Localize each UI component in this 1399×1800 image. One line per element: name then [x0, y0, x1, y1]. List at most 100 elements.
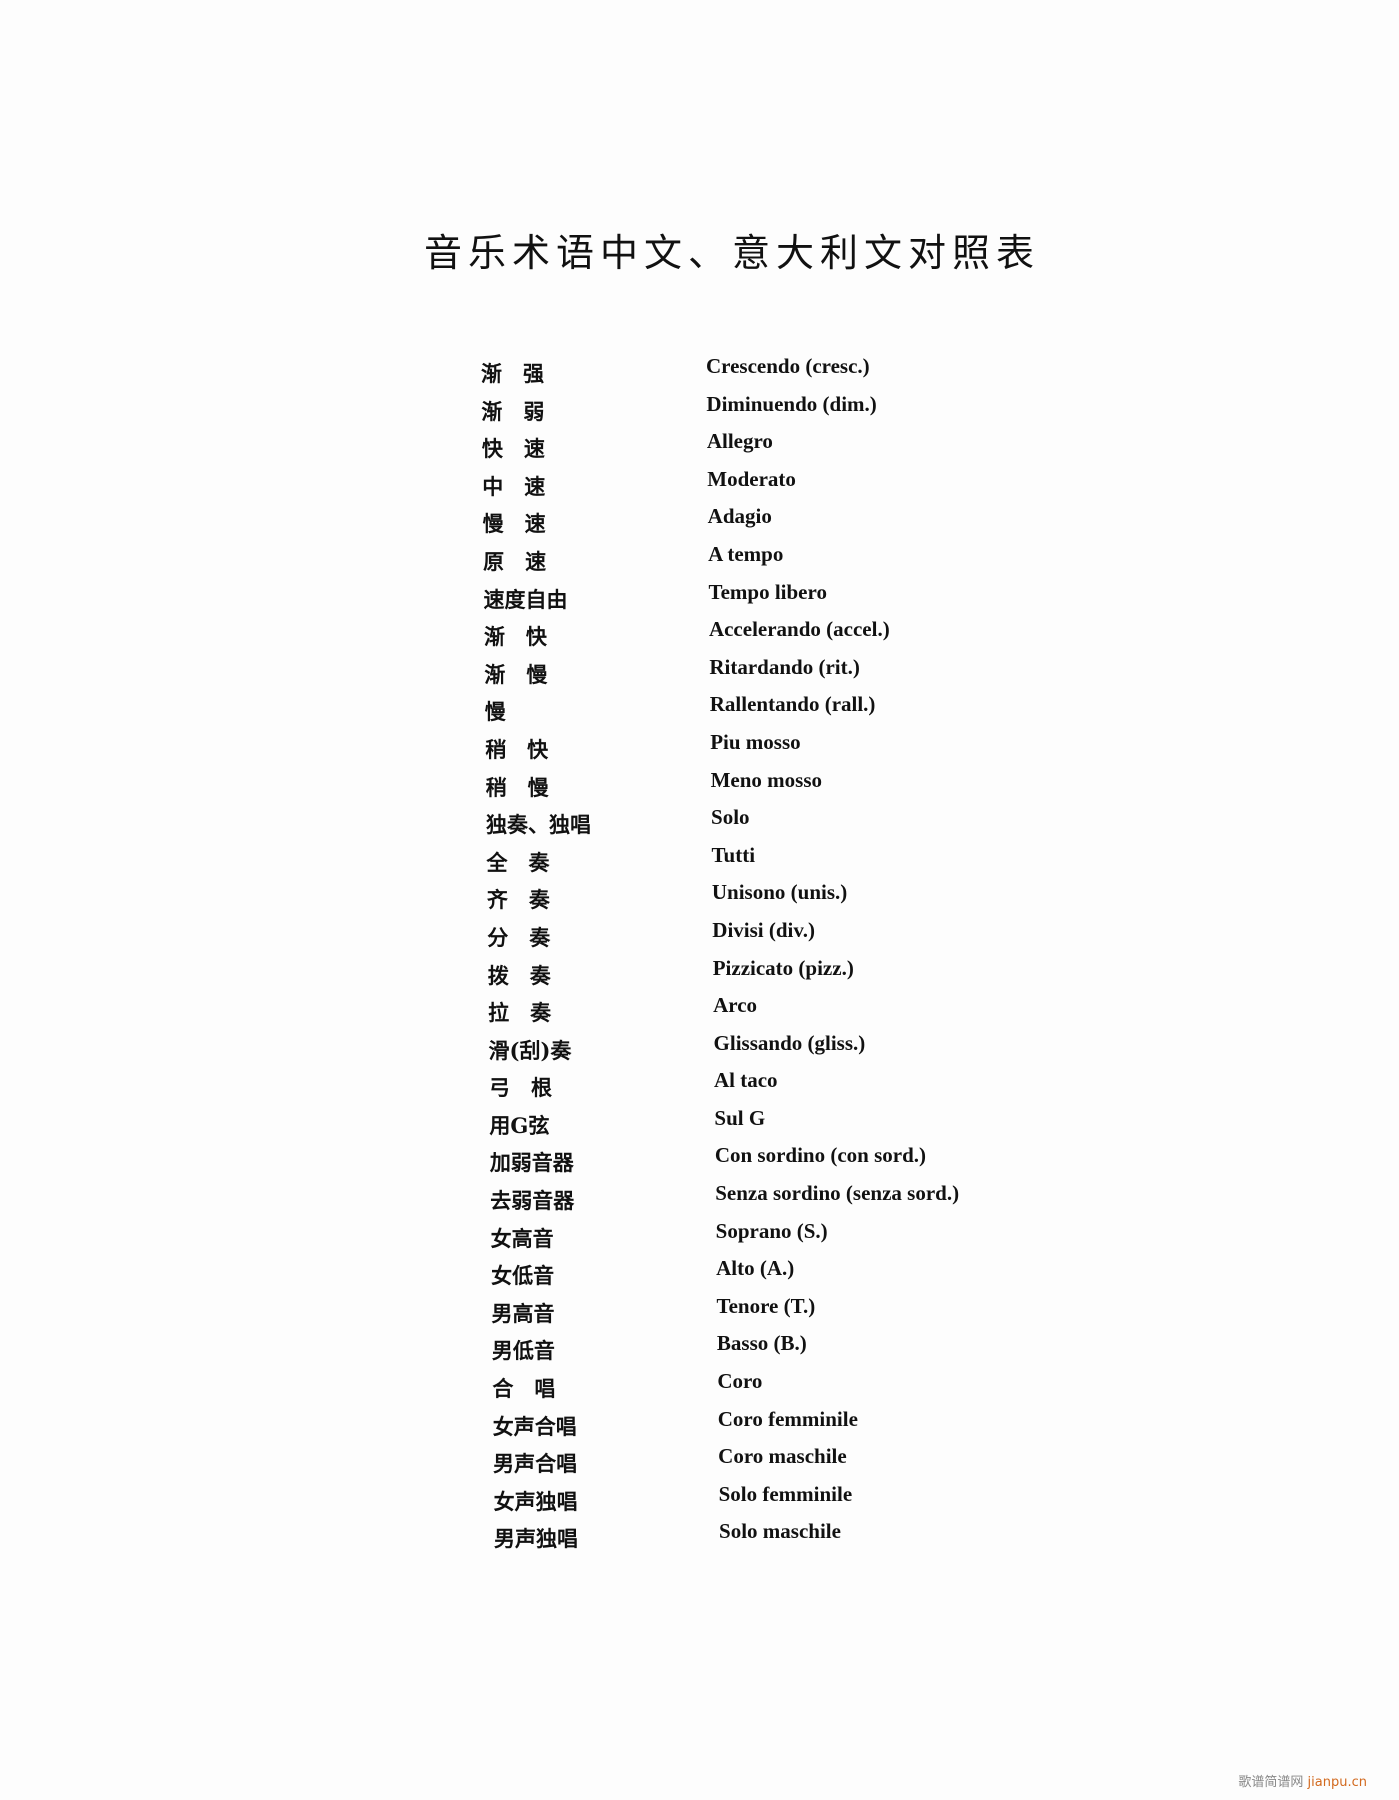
term-row: 男声独唱 Solo maschile [0, 1519, 1399, 1561]
term-chinese: 去弱音器 [490, 1188, 575, 1214]
term-chinese: 弓 根 [488, 1075, 552, 1101]
term-italian: A tempo [708, 541, 784, 566]
term-italian: Accelerando (accel.) [708, 617, 890, 642]
term-italian: Coro femminile [717, 1406, 858, 1431]
term-italian: Senza sordino (senza sord.) [715, 1181, 960, 1206]
term-row: 原 速 A tempo [0, 542, 1399, 584]
term-italian: Crescendo (cresc.) [706, 354, 870, 378]
term-italian: Sul G [714, 1105, 766, 1130]
term-row: 去弱音器 Senza sordino (senza sord.) [0, 1181, 1399, 1223]
term-italian: Coro [717, 1369, 763, 1394]
term-chinese: 独奏、独唱 [486, 812, 592, 838]
term-chinese: 女声合唱 [492, 1413, 577, 1439]
term-italian: Allegro [706, 429, 773, 454]
term-italian: Solo maschile [719, 1519, 841, 1544]
term-row: 稍 慢 Meno mosso [0, 768, 1399, 810]
term-chinese: 中 速 [482, 473, 546, 499]
term-chinese: 稍 快 [485, 736, 549, 762]
term-chinese: 齐 奏 [486, 887, 550, 913]
watermark-site: jianpu.cn [1307, 1775, 1367, 1790]
term-row: 渐 慢 Ritardando (rit.) [0, 655, 1399, 697]
term-chinese: 分 奏 [487, 924, 551, 950]
term-row: 渐 快 Accelerando (accel.) [0, 617, 1399, 659]
term-row: 拨 奏 Pizzicato (pizz.) [0, 956, 1399, 998]
term-row: 分 奏 Divisi (div.) [0, 918, 1399, 960]
term-italian: Glissando (gliss.) [713, 1030, 866, 1055]
term-italian: Tutti [711, 842, 756, 867]
term-chinese: 男声独唱 [494, 1526, 579, 1552]
term-italian: Arco [713, 993, 758, 1018]
term-row: 女高音 Soprano (S.) [0, 1219, 1399, 1261]
term-row: 用G弦 Sul G [0, 1106, 1399, 1148]
watermark-cn: 歌谱简谱网 [1238, 1775, 1304, 1790]
term-chinese: 全 奏 [486, 849, 550, 875]
term-italian: Rallentando (rall.) [709, 692, 876, 717]
term-italian: Moderato [707, 466, 796, 491]
term-chinese: 慢 [484, 699, 506, 725]
term-row: 合 唱 Coro [0, 1369, 1399, 1411]
term-italian: Pizzicato (pizz.) [712, 955, 854, 980]
term-italian: Soprano (S.) [715, 1218, 828, 1243]
term-row: 齐 奏 Unisono (unis.) [0, 880, 1399, 922]
term-row: 男低音 Basso (B.) [0, 1331, 1399, 1373]
term-chinese: 稍 慢 [485, 774, 549, 800]
term-row: 慢 速 Adagio [0, 504, 1399, 546]
term-row: 中 速 Moderato [0, 467, 1399, 509]
term-chinese: 男低音 [491, 1338, 555, 1364]
term-chinese: 男高音 [491, 1300, 555, 1326]
term-chinese: 渐 强 [481, 361, 544, 386]
term-chinese: 女高音 [490, 1225, 554, 1251]
term-row: 女声合唱 Coro femminile [0, 1407, 1399, 1449]
term-row: 稍 快 Piu mosso [0, 730, 1399, 772]
term-italian: Piu mosso [710, 729, 801, 754]
term-italian: Tempo libero [708, 579, 827, 604]
term-row: 男高音 Tenore (T.) [0, 1294, 1399, 1336]
term-row: 全 奏 Tutti [0, 843, 1399, 885]
term-row: 拉 奏 Arco [0, 993, 1399, 1035]
term-italian: Coro maschile [718, 1444, 847, 1469]
term-chinese: 拨 奏 [487, 962, 551, 988]
term-chinese: 慢 速 [482, 511, 546, 537]
term-row: 男声合唱 Coro maschile [0, 1444, 1399, 1486]
term-italian: Solo [711, 805, 750, 830]
term-italian: Con sordino (con sord.) [714, 1143, 927, 1168]
term-row: 渐 弱 Diminuendo (dim.) [0, 392, 1399, 434]
term-chinese: 速度自由 [483, 586, 568, 612]
term-chinese: 快 速 [481, 436, 545, 462]
term-row: 速度自由 Tempo libero [0, 580, 1399, 622]
term-row: 滑(刮)奏 Glissando (gliss.) [0, 1031, 1399, 1073]
watermark: 歌谱简谱网 jianpu.cn [1238, 1771, 1367, 1790]
term-italian: Al taco [713, 1068, 778, 1093]
term-chinese: 用G弦 [489, 1112, 550, 1138]
term-row: 女低音 Alto (A.) [0, 1256, 1399, 1298]
term-italian: Unisono (unis.) [711, 880, 848, 905]
term-row: 女声独唱 Solo femminile [0, 1482, 1399, 1524]
term-chinese: 滑(刮)奏 [488, 1037, 572, 1063]
term-italian: Solo femminile [718, 1481, 853, 1506]
term-chinese: 女声独唱 [493, 1488, 578, 1514]
term-chinese: 合 唱 [492, 1376, 556, 1402]
term-row: 独奏、独唱 Solo [0, 805, 1399, 847]
term-row: 加弱音器 Con sordino (con sord.) [0, 1143, 1399, 1185]
term-italian: Basso (B.) [716, 1331, 807, 1356]
term-italian: Ritardando (rit.) [709, 654, 860, 679]
term-italian: Adagio [707, 504, 772, 529]
term-chinese: 加弱音器 [489, 1150, 574, 1176]
term-chinese: 拉 奏 [488, 1000, 552, 1026]
term-italian: Meno mosso [710, 767, 823, 792]
term-chinese: 渐 慢 [484, 661, 548, 687]
term-chinese: 男声合唱 [493, 1451, 578, 1477]
term-italian: Tenore (T.) [716, 1293, 816, 1318]
term-italian: Divisi (div.) [712, 917, 815, 942]
term-row: 渐 强 Crescendo (cresc.) [0, 354, 1399, 396]
term-row: 慢 Rallentando (rall.) [0, 692, 1399, 734]
term-chinese: 渐 弱 [481, 398, 545, 424]
term-italian: Alto (A.) [716, 1256, 795, 1281]
terms-table: 渐 强 Crescendo (cresc.) 渐 弱 Diminuendo (dim.… [0, 354, 1399, 1561]
term-chinese: 原 速 [483, 548, 547, 574]
term-row: 快 速 Allegro [0, 429, 1399, 471]
term-row: 弓 根 Al taco [0, 1068, 1399, 1110]
term-chinese: 女低音 [491, 1263, 555, 1289]
page-title: 音乐术语中文、意大利文对照表 [424, 231, 1041, 275]
term-chinese: 渐 快 [483, 624, 547, 650]
